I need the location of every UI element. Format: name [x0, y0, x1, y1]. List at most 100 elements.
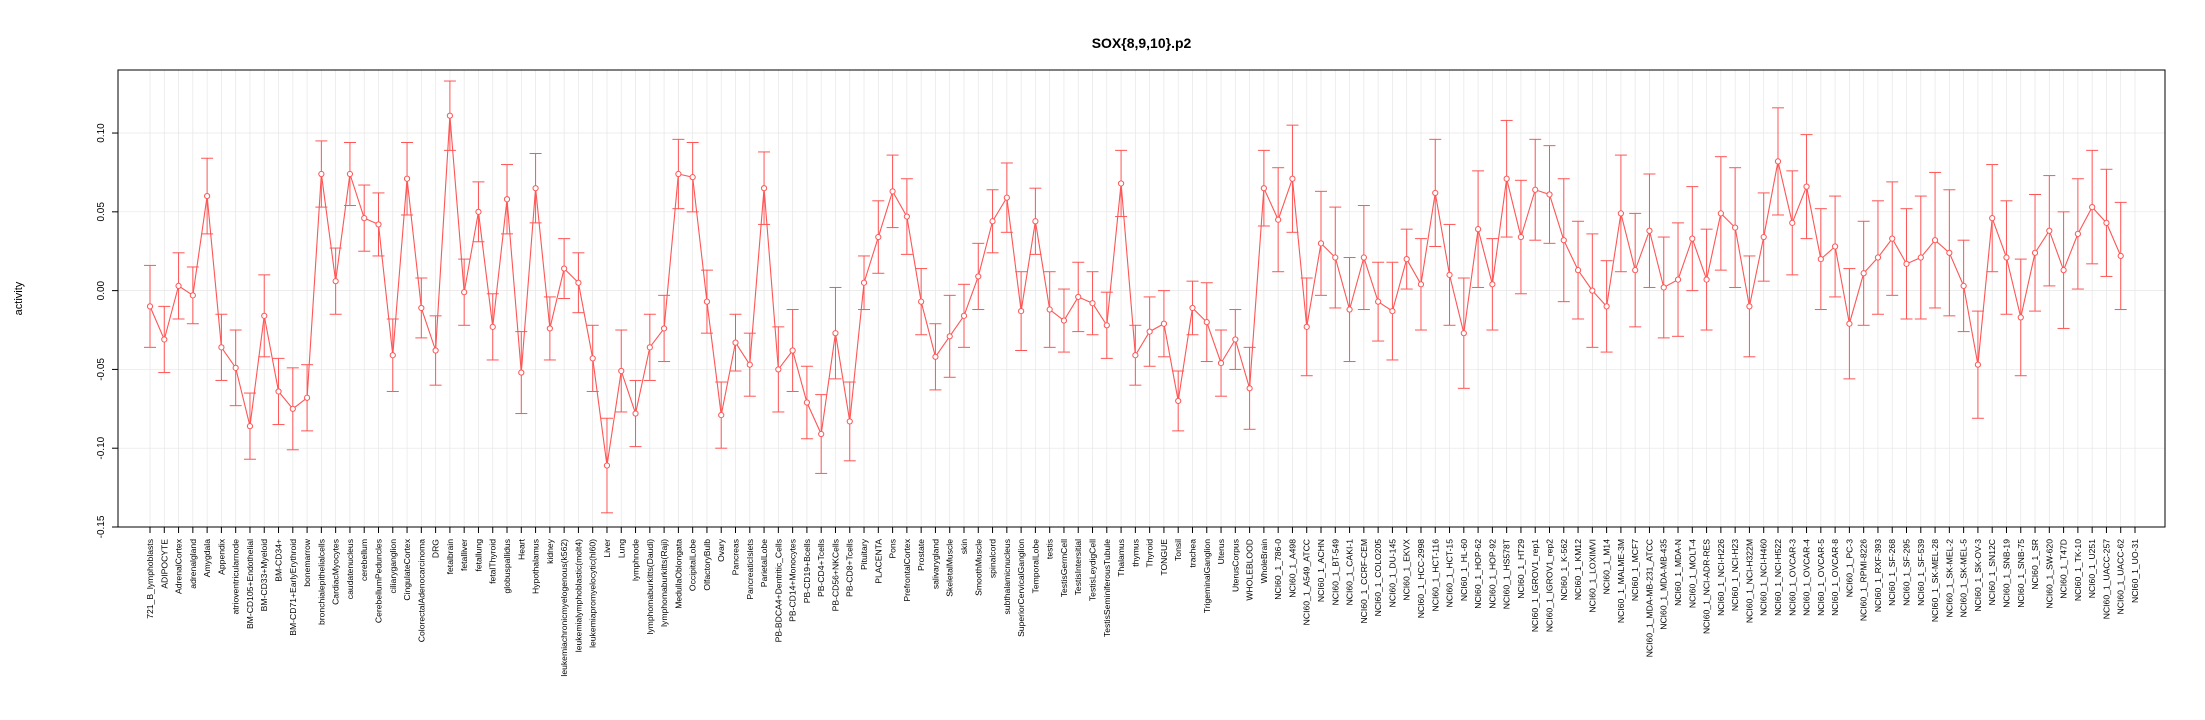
x-tick-label: ciliaryganglion — [388, 539, 398, 594]
x-tick-label: Pancreas — [731, 539, 741, 575]
x-tick-label: testis — [1045, 539, 1055, 559]
x-tick-label: NCI60_1_NCI-ADR-RES — [1702, 539, 1712, 634]
data-point — [389, 352, 396, 359]
y-tick-label: 0.05 — [96, 202, 107, 222]
x-tick-label: NCI60_1_ACHN — [1316, 539, 1326, 602]
x-tick-label: NCI60_1_CCRF-CEM — [1359, 539, 1369, 624]
x-tick-label: NCI60_1_KM12 — [1573, 539, 1583, 600]
x-tick-label: NCI60_1_DU-145 — [1387, 539, 1397, 608]
chart-title: SOX{8,9,10}.p2 — [1092, 35, 1192, 51]
data-point — [1589, 287, 1596, 294]
x-tick-label: MedullaOblongata — [673, 539, 683, 609]
data-point — [603, 462, 611, 469]
data-point — [161, 336, 168, 343]
x-tick-label: BM-CD105+Endothelial — [245, 539, 255, 629]
data-point — [789, 347, 796, 354]
data-point — [846, 418, 853, 425]
x-tick-label: PB-BDCA4+Dentritic_Cells — [773, 539, 783, 642]
data-point — [1303, 323, 1310, 330]
x-tick-label: NCI60_1_MCF7 — [1630, 539, 1640, 601]
x-tick-label: OlfactoryBulb — [702, 539, 712, 591]
data-point — [1417, 281, 1425, 288]
x-tick-label: NCI60_1_A549_ATCC — [1302, 539, 1312, 625]
x-tick-label: NCI60_1_HCT-116 — [1430, 539, 1440, 612]
data-point — [661, 325, 668, 332]
x-tick-label: NCI60_1_M14 — [1602, 539, 1612, 595]
data-point — [760, 185, 768, 192]
x-tick-label: NCI60_1_IGROV1_rep1 — [1530, 539, 1540, 632]
data-point — [1317, 240, 1325, 247]
x-tick-label: atrioventricularnode — [231, 539, 241, 615]
x-tick-label: NCI60_1_SK-MEL-5 — [1959, 539, 1969, 618]
x-tick-label: NCI60_1_HL-60 — [1459, 539, 1469, 601]
data-point — [1332, 254, 1339, 261]
plot-frame — [117, 69, 2166, 528]
x-tick-label: NCI60_1_MALME-3M — [1616, 539, 1626, 623]
data-point — [332, 278, 339, 285]
x-tick-label: DRG — [431, 539, 441, 558]
data-point — [2117, 252, 2124, 260]
data-point — [1103, 322, 1110, 329]
data-point — [261, 312, 268, 319]
data-point — [1574, 267, 1582, 274]
y-tick-label: 0.10 — [96, 123, 107, 143]
data-point — [1546, 191, 1553, 198]
x-tick-label: NCI60_1_HCT-15 — [1445, 539, 1455, 608]
x-tick-label: NCI60_1_SNB-19 — [2001, 539, 2011, 608]
data-point — [318, 170, 325, 178]
data-point — [146, 303, 154, 310]
data-point — [1474, 226, 1482, 233]
data-point — [1432, 189, 1439, 197]
data-point — [1089, 300, 1096, 307]
data-point — [1446, 271, 1453, 278]
x-tick-label: NCI60_1_SR — [2030, 539, 2040, 590]
x-tick-label: Tonsil — [1173, 539, 1183, 561]
x-tick-label: NCI60_1_TK-10 — [2073, 539, 2083, 601]
data-point — [1732, 224, 1739, 231]
data-point — [489, 323, 496, 330]
data-point — [860, 279, 868, 286]
x-tick-label: NCI60_1_OVCAR-5 — [1816, 539, 1826, 616]
data-point — [532, 185, 539, 192]
x-tick-label: NCI60_1_SF-539 — [1916, 539, 1926, 606]
data-point — [1460, 330, 1467, 337]
data-point — [575, 279, 582, 286]
data-point — [875, 233, 882, 241]
x-tick-label: NCI60_1_EKVX — [1402, 539, 1412, 601]
x-tick-label: TrigeminalGanglion — [1202, 539, 1212, 613]
x-axis: 721_B_lymphoblasts ADIPOCYTE AdrenalCortex… — [145, 527, 2140, 677]
data-point — [1746, 303, 1753, 310]
x-tick-label: NCI60_1_NCI-H460 — [1759, 539, 1769, 616]
data-point — [1874, 254, 1882, 261]
data-point — [561, 265, 568, 272]
x-tick-label: ColorectalAdenocarcinoma — [416, 539, 426, 642]
x-tick-label: SkeletalMuscle — [945, 539, 955, 597]
x-tick-label: NCI60_1_UACC-257 — [2101, 539, 2111, 619]
data-point — [675, 170, 682, 178]
data-point — [1689, 235, 1696, 242]
x-tick-label: NCI60_1_SK-MEL-2 — [1944, 539, 1954, 618]
x-tick-label: PLACENTA — [873, 539, 883, 584]
data-point — [903, 213, 910, 220]
x-tick-label: TestisLeydigCell — [1088, 539, 1098, 601]
y-tick-label: -0.15 — [96, 515, 107, 538]
data-point — [1960, 282, 1967, 289]
data-point — [832, 330, 839, 337]
x-tick-label: NCI60_1_CAKI-1 — [1345, 539, 1355, 606]
data-point — [1389, 308, 1396, 315]
data-point — [1275, 216, 1282, 223]
data-point — [1717, 210, 1724, 217]
data-point — [1232, 336, 1239, 343]
data-point — [918, 298, 925, 305]
data-point — [1260, 185, 1267, 192]
x-tick-label: Ovary — [716, 538, 726, 562]
x-tick-label: Uterus — [1216, 539, 1226, 564]
x-tick-label: fetallung — [473, 539, 483, 572]
data-point — [518, 369, 525, 376]
x-tick-label: cerebellum — [359, 539, 369, 581]
x-tick-label: NCI60_1_HOP-92 — [1487, 539, 1497, 609]
x-tick-label: leukemialymphoblastic(molt4) — [573, 539, 583, 652]
x-tick-label: CerebellumPeduncles — [373, 539, 383, 623]
data-point — [1018, 308, 1025, 315]
data-point — [818, 430, 825, 438]
